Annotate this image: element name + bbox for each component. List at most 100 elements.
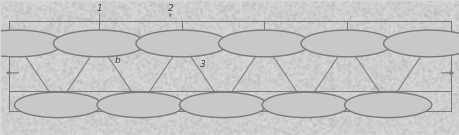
Point (358, 32, 365, 34)
Point (300, 11, 307, 13)
Point (446, 50, 453, 52)
Point (12, 90, 20, 92)
Point (227, 130, 234, 132)
Point (384, 90, 392, 92)
Point (336, 47, 343, 50)
Point (382, 118, 389, 120)
Point (383, 58, 391, 60)
Point (372, 1, 379, 3)
Point (193, 58, 201, 60)
Point (445, 37, 453, 39)
Point (34, 21, 41, 23)
Point (359, 16, 366, 18)
Point (73, 104, 80, 106)
Point (22, 41, 30, 43)
Point (331, 52, 338, 54)
Point (330, 113, 337, 115)
Point (270, 133, 278, 135)
Point (66, 45, 73, 47)
Point (61, 8, 68, 11)
Point (88, 79, 95, 81)
Point (39, 112, 46, 114)
Point (209, 51, 216, 54)
Point (134, 88, 142, 90)
Point (124, 75, 132, 77)
Point (209, 83, 217, 85)
Point (263, 46, 270, 48)
Point (131, 20, 138, 22)
Point (415, 31, 423, 33)
Point (123, 62, 130, 64)
Point (341, 20, 348, 22)
Point (140, 37, 148, 39)
Point (274, 64, 281, 66)
Point (451, 63, 458, 65)
Point (338, 29, 346, 32)
Point (308, 60, 316, 63)
Point (229, 0, 236, 2)
Point (127, 128, 134, 130)
Point (72, 51, 79, 53)
Point (207, 54, 215, 56)
Point (352, 116, 359, 118)
Point (401, 89, 408, 91)
Point (114, 77, 121, 79)
Point (275, 98, 282, 100)
Point (402, 46, 409, 48)
Point (28, 129, 35, 131)
Point (423, 65, 431, 68)
Point (299, 105, 306, 108)
Point (235, 101, 242, 103)
Point (77, 78, 84, 81)
Point (287, 73, 295, 75)
Point (434, 4, 441, 6)
Point (53, 3, 60, 5)
Point (408, 67, 415, 69)
Point (282, 46, 290, 48)
Point (56, 19, 63, 21)
Point (14, 129, 22, 131)
Point (315, 98, 322, 100)
Point (195, 51, 202, 53)
Point (390, 62, 397, 64)
Point (436, 83, 443, 86)
Point (394, 13, 402, 16)
Point (201, 78, 208, 80)
Point (430, 13, 437, 15)
Point (211, 69, 218, 72)
Point (105, 131, 112, 133)
Point (453, 53, 459, 55)
Point (424, 5, 431, 7)
Point (250, 80, 257, 82)
Point (41, 95, 49, 97)
Point (184, 100, 191, 102)
Point (0, 12, 5, 14)
Point (354, 1, 361, 3)
Point (443, 113, 450, 115)
Point (449, 132, 456, 134)
Point (70, 91, 78, 93)
Point (75, 68, 83, 70)
Point (61, 103, 68, 105)
Point (414, 46, 421, 48)
Point (132, 118, 140, 120)
Point (122, 7, 129, 10)
Point (405, 6, 413, 9)
Point (279, 88, 286, 91)
Point (312, 130, 319, 132)
Point (275, 90, 283, 93)
Point (289, 58, 297, 61)
Point (453, 68, 459, 71)
Point (303, 68, 311, 70)
Point (200, 132, 207, 134)
Point (177, 53, 185, 55)
Point (95, 79, 102, 81)
Point (92, 13, 99, 15)
Point (167, 59, 174, 61)
Point (406, 72, 414, 74)
Point (364, 112, 371, 114)
Point (453, 67, 459, 69)
Point (140, 6, 147, 8)
Point (55, 114, 62, 116)
Point (276, 73, 283, 75)
